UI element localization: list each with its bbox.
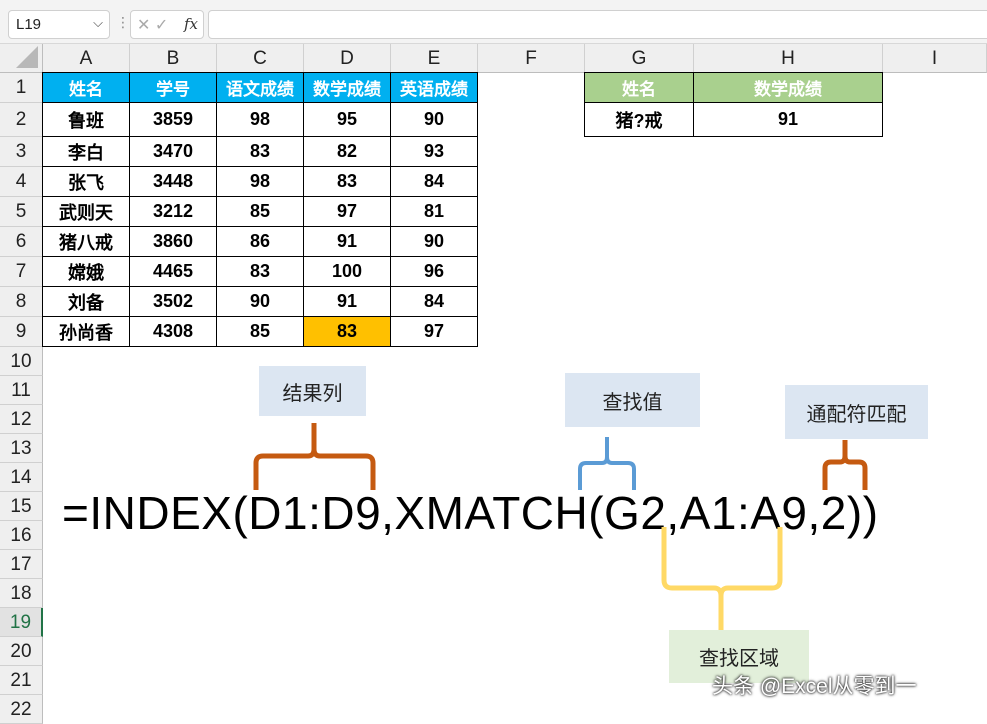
column-header-c[interactable]: C [217, 44, 304, 73]
x-icon[interactable]: ✕ [137, 17, 151, 34]
row-header-2[interactable]: 2 [0, 103, 43, 137]
check-icon[interactable]: ✓ [154, 17, 169, 34]
row-header-11[interactable]: 11 [0, 376, 43, 405]
row-header-18[interactable]: 18 [0, 579, 43, 608]
row-header-12[interactable]: 12 [0, 405, 43, 434]
note-lookup-value: 查找值 [565, 373, 700, 427]
note-result-column: 结果列 [259, 366, 366, 416]
formula-toolbar: L19 ⌵ ⋮ ✕ ✓ fx [0, 0, 987, 44]
column-header-h[interactable]: H [694, 44, 883, 73]
formula-text: =INDEX(D1:D9,XMATCH(G2,A1:A9,2)) [62, 487, 879, 539]
watermark: 头条 @Excel从零到一 [712, 675, 917, 698]
row-header-5[interactable]: 5 [0, 197, 43, 227]
column-header-f[interactable]: F [478, 44, 585, 73]
row-header-10[interactable]: 10 [0, 347, 43, 376]
formula-input[interactable] [208, 10, 987, 39]
row-header-20[interactable]: 20 [0, 637, 43, 666]
row-header-1[interactable]: 1 [0, 73, 43, 103]
header-cell[interactable]: 英语成绩 [390, 72, 478, 103]
row-header-17[interactable]: 17 [0, 550, 43, 579]
row-header-14[interactable]: 14 [0, 463, 43, 492]
header-cell[interactable]: 姓名 [42, 72, 130, 103]
table-cell[interactable]: 83 [303, 316, 391, 347]
brace-lookup-range [661, 527, 783, 630]
header-cell[interactable]: 语文成绩 [216, 72, 304, 103]
brace-result-column [253, 423, 376, 490]
note-lookup-range: 查找区域 [669, 630, 809, 683]
row-header-16[interactable]: 16 [0, 521, 43, 550]
fx-button[interactable]: fx [183, 15, 198, 33]
row-header-6[interactable]: 6 [0, 227, 43, 257]
row-header-7[interactable]: 7 [0, 257, 43, 287]
row-header-3[interactable]: 3 [0, 137, 43, 167]
column-header-e[interactable]: E [391, 44, 478, 73]
row-header-15[interactable]: 15 [0, 492, 43, 521]
row-header-13[interactable]: 13 [0, 434, 43, 463]
result-cell[interactable]: 91 [693, 102, 883, 137]
chevron-down-icon[interactable]: ⌵ [93, 15, 103, 30]
brace-wildcard [822, 440, 868, 490]
select-all-button[interactable] [0, 44, 43, 73]
row-header-21[interactable]: 21 [0, 666, 43, 695]
more-icon: ⋮ [116, 14, 130, 30]
note-wildcard: 通配符匹配 [785, 385, 928, 439]
formula-buttons: ✕ ✓ fx [130, 10, 204, 39]
row-header-9[interactable]: 9 [0, 317, 43, 347]
table-cell[interactable]: 97 [390, 316, 478, 347]
name-box-value: L19 [16, 16, 42, 33]
name-box[interactable]: L19 ⌵ [8, 10, 110, 39]
row-header-19[interactable]: 19 [0, 608, 43, 637]
brace-lookup-value [578, 437, 636, 490]
